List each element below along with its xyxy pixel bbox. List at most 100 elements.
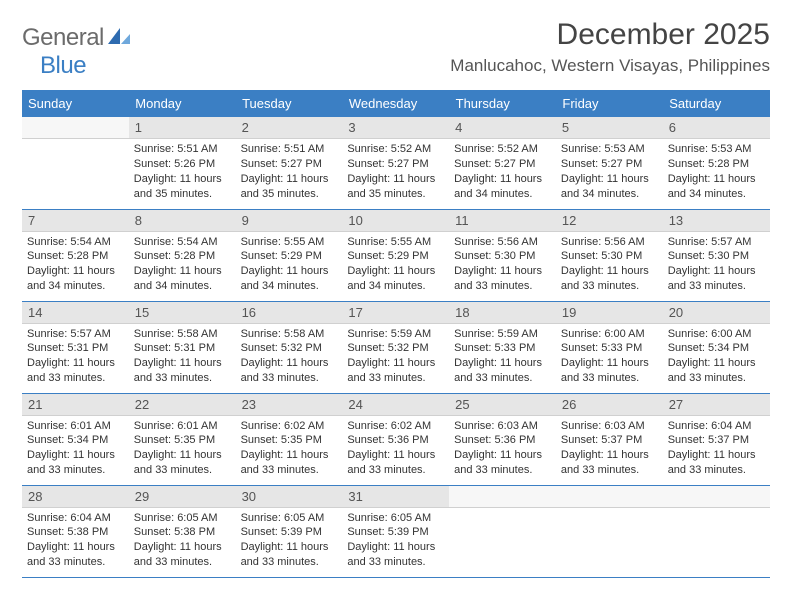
day-header: Monday <box>129 90 236 117</box>
day-number: 15 <box>129 302 236 324</box>
daylight: Daylight: 11 hours and 33 minutes. <box>27 540 124 570</box>
day-number: 10 <box>342 210 449 232</box>
calendar-cell: 19Sunrise: 6:00 AMSunset: 5:33 PMDayligh… <box>556 301 663 393</box>
daylight: Daylight: 11 hours and 33 minutes. <box>134 540 231 570</box>
calendar-cell: 14Sunrise: 5:57 AMSunset: 5:31 PMDayligh… <box>22 301 129 393</box>
day-number: 6 <box>663 117 770 139</box>
sunrise: Sunrise: 6:05 AM <box>241 511 338 526</box>
daylight: Daylight: 11 hours and 33 minutes. <box>27 356 124 386</box>
calendar-cell: 15Sunrise: 5:58 AMSunset: 5:31 PMDayligh… <box>129 301 236 393</box>
calendar-cell <box>556 485 663 577</box>
sunrise: Sunrise: 6:01 AM <box>134 419 231 434</box>
logo-general: General <box>22 24 104 52</box>
calendar-cell: 2Sunrise: 5:51 AMSunset: 5:27 PMDaylight… <box>236 117 343 209</box>
day-number: 9 <box>236 210 343 232</box>
calendar-body: 1Sunrise: 5:51 AMSunset: 5:26 PMDaylight… <box>22 117 770 577</box>
day-body: Sunrise: 5:56 AMSunset: 5:30 PMDaylight:… <box>449 232 556 297</box>
calendar-cell: 20Sunrise: 6:00 AMSunset: 5:34 PMDayligh… <box>663 301 770 393</box>
day-number: 16 <box>236 302 343 324</box>
day-number: 25 <box>449 394 556 416</box>
day-header: Friday <box>556 90 663 117</box>
sunset: Sunset: 5:30 PM <box>561 249 658 264</box>
daylight: Daylight: 11 hours and 35 minutes. <box>241 172 338 202</box>
day-header: Thursday <box>449 90 556 117</box>
sunrise: Sunrise: 5:54 AM <box>27 235 124 250</box>
sunrise: Sunrise: 5:56 AM <box>454 235 551 250</box>
sunset: Sunset: 5:33 PM <box>561 341 658 356</box>
sunset: Sunset: 5:29 PM <box>347 249 444 264</box>
sunset: Sunset: 5:28 PM <box>134 249 231 264</box>
daylight: Daylight: 11 hours and 33 minutes. <box>241 540 338 570</box>
day-body: Sunrise: 6:01 AMSunset: 5:35 PMDaylight:… <box>129 416 236 481</box>
sunrise: Sunrise: 6:02 AM <box>347 419 444 434</box>
day-number-empty <box>449 486 556 508</box>
day-body: Sunrise: 5:59 AMSunset: 5:33 PMDaylight:… <box>449 324 556 389</box>
day-body: Sunrise: 5:58 AMSunset: 5:32 PMDaylight:… <box>236 324 343 389</box>
sunrise: Sunrise: 5:59 AM <box>347 327 444 342</box>
calendar-cell: 18Sunrise: 5:59 AMSunset: 5:33 PMDayligh… <box>449 301 556 393</box>
sunrise: Sunrise: 6:03 AM <box>561 419 658 434</box>
day-body: Sunrise: 5:53 AMSunset: 5:27 PMDaylight:… <box>556 139 663 204</box>
day-number: 11 <box>449 210 556 232</box>
sunrise: Sunrise: 5:51 AM <box>241 142 338 157</box>
day-body: Sunrise: 5:54 AMSunset: 5:28 PMDaylight:… <box>129 232 236 297</box>
day-number: 13 <box>663 210 770 232</box>
sunrise: Sunrise: 5:59 AM <box>454 327 551 342</box>
day-number: 20 <box>663 302 770 324</box>
calendar-cell: 16Sunrise: 5:58 AMSunset: 5:32 PMDayligh… <box>236 301 343 393</box>
day-header: Sunday <box>22 90 129 117</box>
day-body: Sunrise: 5:58 AMSunset: 5:31 PMDaylight:… <box>129 324 236 389</box>
daylight: Daylight: 11 hours and 33 minutes. <box>668 448 765 478</box>
daylight: Daylight: 11 hours and 34 minutes. <box>347 264 444 294</box>
day-body: Sunrise: 6:02 AMSunset: 5:36 PMDaylight:… <box>342 416 449 481</box>
day-body: Sunrise: 5:53 AMSunset: 5:28 PMDaylight:… <box>663 139 770 204</box>
sunset: Sunset: 5:34 PM <box>27 433 124 448</box>
day-number: 28 <box>22 486 129 508</box>
day-body: Sunrise: 5:51 AMSunset: 5:27 PMDaylight:… <box>236 139 343 204</box>
day-number: 19 <box>556 302 663 324</box>
daylight: Daylight: 11 hours and 33 minutes. <box>454 264 551 294</box>
day-header: Wednesday <box>342 90 449 117</box>
sunrise: Sunrise: 6:02 AM <box>241 419 338 434</box>
calendar-cell: 6Sunrise: 5:53 AMSunset: 5:28 PMDaylight… <box>663 117 770 209</box>
sunset: Sunset: 5:35 PM <box>241 433 338 448</box>
sunset: Sunset: 5:33 PM <box>454 341 551 356</box>
title-block: December 2025 Manlucahoc, Western Visaya… <box>450 18 770 76</box>
sunrise: Sunrise: 5:57 AM <box>27 327 124 342</box>
sunset: Sunset: 5:36 PM <box>454 433 551 448</box>
day-body: Sunrise: 6:02 AMSunset: 5:35 PMDaylight:… <box>236 416 343 481</box>
daylight: Daylight: 11 hours and 34 minutes. <box>134 264 231 294</box>
sunset: Sunset: 5:36 PM <box>347 433 444 448</box>
sunset: Sunset: 5:29 PM <box>241 249 338 264</box>
day-body: Sunrise: 6:05 AMSunset: 5:39 PMDaylight:… <box>236 508 343 573</box>
daylight: Daylight: 11 hours and 33 minutes. <box>668 264 765 294</box>
sunset: Sunset: 5:32 PM <box>347 341 444 356</box>
sunrise: Sunrise: 5:56 AM <box>561 235 658 250</box>
day-body: Sunrise: 5:52 AMSunset: 5:27 PMDaylight:… <box>449 139 556 204</box>
daylight: Daylight: 11 hours and 35 minutes. <box>134 172 231 202</box>
day-number: 22 <box>129 394 236 416</box>
day-body: Sunrise: 6:05 AMSunset: 5:38 PMDaylight:… <box>129 508 236 573</box>
calendar-cell: 12Sunrise: 5:56 AMSunset: 5:30 PMDayligh… <box>556 209 663 301</box>
logo: General <box>22 18 132 52</box>
sunset: Sunset: 5:37 PM <box>668 433 765 448</box>
day-body: Sunrise: 5:57 AMSunset: 5:31 PMDaylight:… <box>22 324 129 389</box>
daylight: Daylight: 11 hours and 33 minutes. <box>454 356 551 386</box>
calendar-cell: 21Sunrise: 6:01 AMSunset: 5:34 PMDayligh… <box>22 393 129 485</box>
calendar-cell: 7Sunrise: 5:54 AMSunset: 5:28 PMDaylight… <box>22 209 129 301</box>
daylight: Daylight: 11 hours and 33 minutes. <box>347 540 444 570</box>
sunrise: Sunrise: 6:04 AM <box>668 419 765 434</box>
day-number: 12 <box>556 210 663 232</box>
calendar-cell: 22Sunrise: 6:01 AMSunset: 5:35 PMDayligh… <box>129 393 236 485</box>
sunrise: Sunrise: 5:53 AM <box>668 142 765 157</box>
sunrise: Sunrise: 6:01 AM <box>27 419 124 434</box>
day-number: 14 <box>22 302 129 324</box>
day-number: 3 <box>342 117 449 139</box>
sunset: Sunset: 5:35 PM <box>134 433 231 448</box>
day-body: Sunrise: 5:59 AMSunset: 5:32 PMDaylight:… <box>342 324 449 389</box>
day-number: 17 <box>342 302 449 324</box>
day-number: 31 <box>342 486 449 508</box>
calendar-cell: 3Sunrise: 5:52 AMSunset: 5:27 PMDaylight… <box>342 117 449 209</box>
day-body: Sunrise: 6:01 AMSunset: 5:34 PMDaylight:… <box>22 416 129 481</box>
location: Manlucahoc, Western Visayas, Philippines <box>450 56 770 76</box>
